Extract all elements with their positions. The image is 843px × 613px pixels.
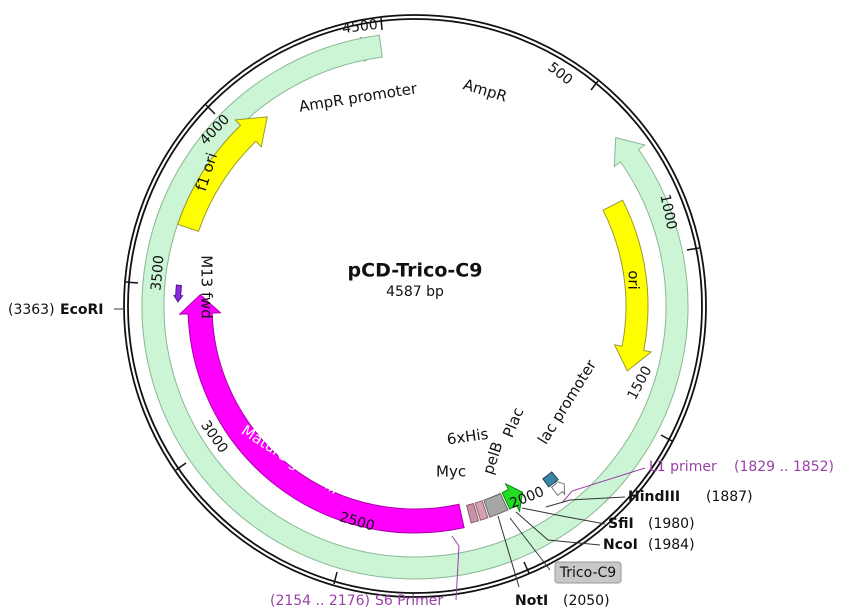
leader-line xyxy=(521,507,606,525)
primer-range: (2154 .. 2176) xyxy=(270,593,370,609)
site-name: EcoRI xyxy=(60,302,103,318)
feature-label: ori xyxy=(625,270,643,290)
feature-label: M13 fwd xyxy=(198,255,216,319)
feature-box xyxy=(474,500,489,521)
tick xyxy=(660,434,673,442)
tick xyxy=(333,571,338,585)
feature-label: pelB xyxy=(479,439,506,476)
tick-label: 1000 xyxy=(656,193,679,231)
feature-label: Plac xyxy=(499,405,527,440)
plasmid-name: pCD-Trico-C9 xyxy=(348,260,483,282)
site-position: (2050) xyxy=(563,593,610,609)
site-name: NotI xyxy=(515,593,548,609)
feature-box xyxy=(554,561,622,584)
feature-label: AmpR promoter xyxy=(298,79,419,116)
leader-line xyxy=(497,515,520,588)
feature-arrow xyxy=(178,294,465,534)
primer-name: L1 primer xyxy=(649,459,717,475)
feature-label: lac promoter xyxy=(534,356,601,448)
tick xyxy=(125,281,139,284)
tick xyxy=(380,17,383,31)
tick-label: 4500 xyxy=(341,17,378,37)
ticks xyxy=(125,17,700,585)
feature-box xyxy=(465,502,480,524)
primer-range: (1829 .. 1852) xyxy=(734,459,834,475)
primer-name: S6 Primer xyxy=(375,593,443,609)
feature-label: 6xHis xyxy=(446,425,490,449)
leader-line xyxy=(515,511,601,546)
feature-box xyxy=(483,492,509,518)
backbone-outer xyxy=(123,14,707,598)
backbone-inner xyxy=(127,18,703,594)
feature-arrow xyxy=(501,482,524,513)
leader-line xyxy=(451,535,460,601)
feature-arrow xyxy=(602,199,653,372)
site-position: (1887) xyxy=(706,489,753,505)
feature-arrow xyxy=(173,284,184,303)
tick xyxy=(686,247,700,251)
tick-label: 3500 xyxy=(148,255,167,292)
site-name: SfiI xyxy=(608,516,634,532)
tick xyxy=(590,80,599,91)
feature-label: Myc xyxy=(436,463,466,481)
leader-line xyxy=(509,517,551,571)
site-name: NcoI xyxy=(603,537,638,553)
site-position: (1984) xyxy=(648,537,695,553)
site-position: (3363) xyxy=(8,302,55,318)
leader-line xyxy=(561,467,646,504)
feature-box xyxy=(542,471,559,488)
tick xyxy=(175,462,187,471)
tick xyxy=(523,561,530,574)
tick xyxy=(205,104,216,115)
feature-arrow xyxy=(550,480,566,497)
feature-label: AmpR xyxy=(461,75,509,105)
tick-label: 500 xyxy=(545,59,576,88)
feature-label: Trico-C9 xyxy=(559,565,616,581)
feature-arrow xyxy=(141,34,689,580)
leader-line xyxy=(545,496,626,508)
feature-arrow xyxy=(177,116,268,233)
site-position: (1980) xyxy=(648,516,695,532)
plasmid-length: 4587 bp xyxy=(386,284,444,300)
site-name: HindIII xyxy=(628,489,680,505)
